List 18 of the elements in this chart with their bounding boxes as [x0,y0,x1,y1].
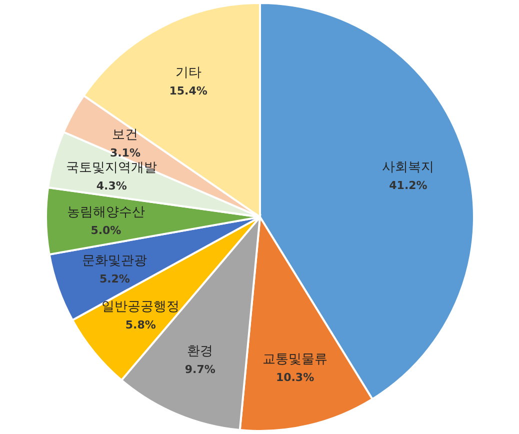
data-label: 5.0% [90,224,122,237]
data-label: 41.2% [389,178,428,192]
slice-label: 보건 [112,127,138,142]
slice-label: 문화및관광 [82,253,148,268]
slice-label: 국토및지역개발 [66,160,158,176]
data-label: 3.1% [110,146,140,160]
data-label: 10.3% [276,371,314,384]
slice-label: 농림해양수산 [66,204,145,220]
slice-label: 기타 [175,66,202,81]
slice-label: 환경 [187,344,214,359]
data-label: 9.7% [184,362,216,376]
slice-label: 일반공공행정 [102,299,180,314]
data-label: 4.3% [96,179,127,192]
slice-label: 사회복지 [382,160,434,175]
data-label: 15.4% [169,84,208,98]
slice-label: 교통및물류 [262,352,328,368]
data-label: 5.8% [125,318,156,332]
data-label: 5.2% [99,272,130,286]
